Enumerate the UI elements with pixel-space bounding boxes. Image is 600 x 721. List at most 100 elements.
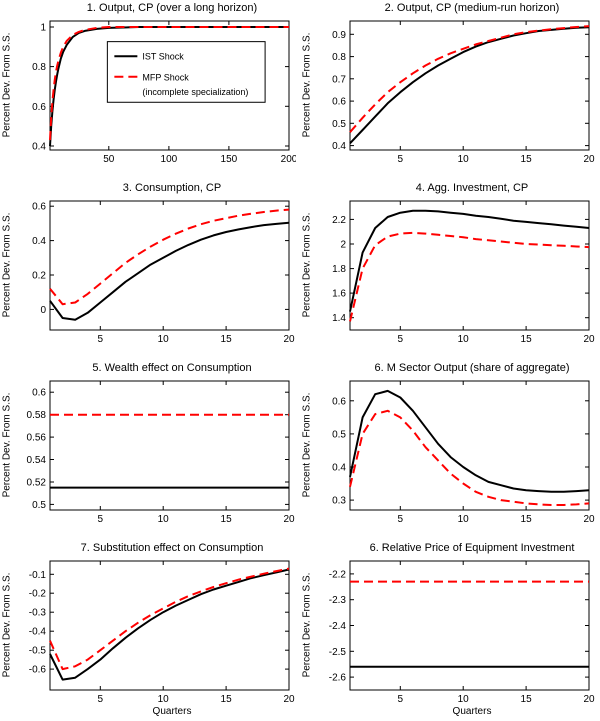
y-axis-label-container: Percent Dev. From S.S. [300,556,314,706]
svg-text:15: 15 [221,334,233,345]
svg-text:0.54: 0.54 [27,455,47,466]
svg-text:10: 10 [458,514,470,525]
y-axis-label: Percent Dev. From S.S. [301,572,313,678]
svg-text:0.8: 0.8 [332,52,346,63]
chart-canvas: 5 10 15 20 0.3 0.4 0.5 0.6 [332,380,595,525]
svg-text:100: 100 [161,154,178,165]
chart-panel-m-sector-output: 6. M Sector Output (share of aggregate) … [300,361,600,541]
y-axis-label-container: Percent Dev. From S.S. [0,16,14,166]
svg-text:0.52: 0.52 [27,478,47,489]
svg-text:1.6: 1.6 [332,289,346,300]
y-axis-label: Percent Dev. From S.S. [301,212,313,318]
svg-text:200: 200 [281,154,296,165]
svg-text:0.4: 0.4 [32,142,46,153]
chart-panel-consumption: 3. Consumption, CP Percent Dev. From S.S… [0,181,300,361]
chart-title: 5. Wealth effect on Consumption [92,362,252,374]
chart-panel-wealth-effect: 5. Wealth effect on Consumption Percent … [0,361,300,541]
y-axis-label: Percent Dev. From S.S. [1,32,13,138]
svg-text:20: 20 [583,694,595,705]
svg-text:1: 1 [40,23,46,34]
svg-text:-0.4: -0.4 [29,627,47,638]
svg-text:0.2: 0.2 [32,271,46,282]
svg-text:0.5: 0.5 [332,429,346,440]
svg-text:10: 10 [158,694,170,705]
svg-text:-0.5: -0.5 [29,646,47,657]
svg-text:2: 2 [340,240,346,251]
x-axis-label: Quarters [152,706,192,717]
y-axis-label: Percent Dev. From S.S. [1,392,13,498]
y-axis-label: Percent Dev. From S.S. [301,392,313,498]
svg-text:15: 15 [521,154,533,165]
x-axis-label [300,166,600,179]
svg-text:150: 150 [221,154,238,165]
svg-text:0.6: 0.6 [32,388,46,399]
svg-text:0.8: 0.8 [32,62,46,73]
svg-text:20: 20 [283,334,295,345]
chart-title: 4. Agg. Investment, CP [415,182,529,194]
svg-text:0.6: 0.6 [32,102,46,113]
chart-canvas: 5 10 15 20 0 0.2 0.4 0.6 [32,200,295,345]
svg-text:20: 20 [283,514,295,525]
svg-text:-2.6: -2.6 [329,673,347,684]
chart-title: 1. Output, CP (over a long horizon) [86,2,258,14]
svg-text:0.9: 0.9 [332,30,346,41]
svg-text:5: 5 [98,334,104,345]
svg-text:10: 10 [458,694,470,705]
chart-canvas: 5 10 15 20 0.4 0.5 0.6 0.7 0.8 0.9 [332,20,595,165]
svg-text:-0.2: -0.2 [29,589,47,600]
svg-text:0.6: 0.6 [332,97,346,108]
y-axis-label: Percent Dev. From S.S. [1,572,13,678]
y-axis-label: Percent Dev. From S.S. [1,212,13,318]
svg-text:10: 10 [158,514,170,525]
svg-text:MFP Shock: MFP Shock [142,72,189,82]
y-axis-label-container: Percent Dev. From S.S. [0,556,14,706]
svg-text:20: 20 [583,334,595,345]
svg-text:1.4: 1.4 [332,313,346,324]
svg-text:0.3: 0.3 [332,496,346,507]
svg-text:10: 10 [158,334,170,345]
chart-title: 7. Substitution effect on Consumption [80,542,264,554]
y-axis-label-container: Percent Dev. From S.S. [300,376,314,526]
chart-panel-output-long-horizon: 1. Output, CP (over a long horizon) Perc… [0,1,300,181]
chart-title: 6. M Sector Output (share of aggregate) [374,362,570,374]
svg-text:5: 5 [98,694,104,705]
svg-text:15: 15 [221,514,233,525]
svg-text:20: 20 [283,694,295,705]
svg-text:0.5: 0.5 [32,500,46,511]
svg-text:0.4: 0.4 [32,236,46,247]
chart-title: 6. Relative Price of Equipment Investmen… [369,542,575,554]
x-axis-label: Quarters [452,706,492,717]
svg-text:-0.1: -0.1 [29,570,47,581]
y-axis-label: Percent Dev. From S.S. [301,32,313,138]
x-axis-label [300,526,600,539]
x-axis-label [0,166,300,179]
svg-text:0.56: 0.56 [27,433,47,444]
svg-text:5: 5 [398,694,404,705]
svg-text:0.6: 0.6 [332,396,346,407]
svg-text:-2.4: -2.4 [329,621,347,632]
svg-text:0.7: 0.7 [332,74,346,85]
chart-panel-relative-price-equipment: 6. Relative Price of Equipment Investmen… [300,541,600,721]
svg-text:0.4: 0.4 [332,141,346,152]
x-axis-label [300,346,600,359]
svg-text:-0.6: -0.6 [29,665,47,676]
svg-text:50: 50 [103,154,115,165]
svg-text:-0.3: -0.3 [29,608,47,619]
chart-canvas: 5 10 15 20 0.5 0.52 0.54 0.56 0.58 0.6 [27,380,295,525]
svg-text:-2.2: -2.2 [329,569,347,580]
svg-text:5: 5 [398,514,404,525]
x-axis-label [0,526,300,539]
chart-canvas: 5 10 15 20 -2.6 -2.5 -2.4 -2.3 -2.2 [329,560,595,705]
y-axis-label-container: Percent Dev. From S.S. [300,196,314,346]
svg-text:10: 10 [458,334,470,345]
svg-text:IST Shock: IST Shock [142,52,184,62]
svg-text:0.58: 0.58 [27,410,47,421]
chart-panel-output-medium-run: 2. Output, CP (medium-run horizon) Perce… [300,1,600,181]
svg-text:(incomplete specialization): (incomplete specialization) [142,87,248,97]
svg-text:5: 5 [398,154,404,165]
svg-text:5: 5 [398,334,404,345]
y-axis-label-container: Percent Dev. From S.S. [300,16,314,166]
chart-panel-substitution-effect: 7. Substitution effect on Consumption Pe… [0,541,300,721]
svg-text:0.4: 0.4 [332,463,346,474]
